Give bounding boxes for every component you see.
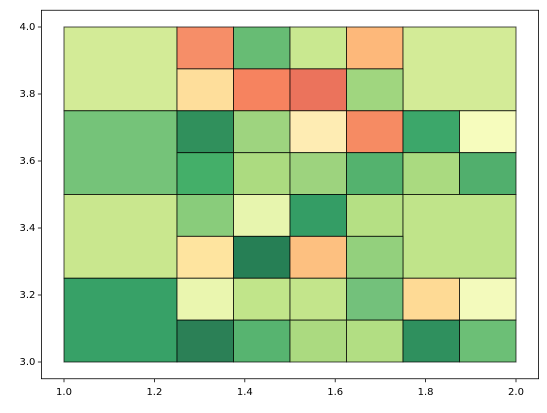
y-tick-label: 3.2 [19,290,35,301]
tile [346,110,404,154]
tile [402,152,460,195]
x-tick-label: 1.0 [56,387,72,398]
tile [233,194,291,237]
tile [346,68,404,112]
axes-frame [41,9,540,380]
tile [402,194,517,279]
tile [289,235,347,279]
y-tick-label: 4.0 [19,22,35,33]
x-tick-label: 1.6 [327,387,343,398]
tile [402,110,460,154]
tile [63,194,178,279]
tile [402,26,517,112]
x-tick-label: 1.2 [146,387,162,398]
tile [289,319,347,363]
tile [459,277,517,321]
tile [289,110,347,154]
tile [346,26,404,70]
tile [346,235,404,279]
tile [459,319,517,363]
tile [233,319,291,363]
tile [176,26,234,70]
tile [63,277,178,363]
tile [459,110,517,154]
tile [233,68,291,112]
tile [233,110,291,154]
tile [233,277,291,321]
tile [176,277,234,321]
tile [63,26,178,112]
x-tick-label: 1.8 [418,387,434,398]
y-tick-label: 3.8 [19,89,35,100]
tile [289,26,347,70]
tile [346,194,404,237]
tile [176,194,234,237]
tile [346,152,404,195]
y-tick-label: 3.6 [19,156,35,167]
tile [176,110,234,154]
tile [176,152,234,195]
tile [459,152,517,195]
x-tick-label: 1.4 [237,387,253,398]
tile [289,277,347,321]
tile [176,319,234,363]
tile [402,277,460,321]
tile [402,319,460,363]
tile [233,26,291,70]
tile [289,194,347,237]
tile [289,152,347,195]
tile [63,110,178,195]
tile [346,277,404,321]
y-tick-label: 3.0 [19,357,35,368]
tile [233,235,291,279]
tile [233,152,291,195]
tile [176,235,234,279]
x-tick-label: 2.0 [508,387,524,398]
tile [289,68,347,112]
tile [176,68,234,112]
y-tick-label: 3.4 [19,223,35,234]
tile [346,319,404,363]
